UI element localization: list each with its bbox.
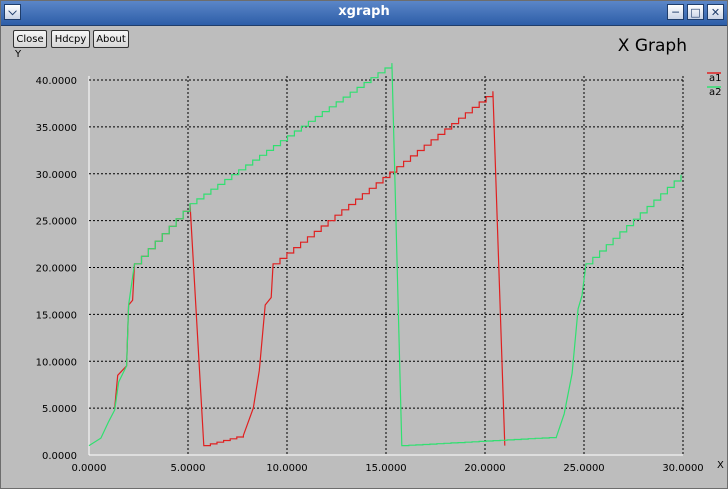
x-axis-label: X <box>717 460 724 471</box>
y-tick-label: 0.0000 <box>42 451 77 462</box>
x-tick-label: 25.0000 <box>563 463 604 474</box>
y-tick-label: 5.0000 <box>42 404 77 415</box>
y-tick-label: 15.0000 <box>36 310 77 321</box>
maximize-icon[interactable]: □ <box>687 4 704 20</box>
y-tick-label: 10.0000 <box>36 357 77 368</box>
legend-label-a2: a2 <box>709 87 722 98</box>
close-icon[interactable]: ✕ <box>707 4 724 20</box>
hardcopy-button[interactable]: Hdcpy <box>51 30 90 48</box>
y-axis-label: Y <box>15 49 22 60</box>
window-title: xgraph <box>338 4 390 19</box>
series-line-a1 <box>114 91 506 447</box>
x-tick-label: 10.0000 <box>266 463 307 474</box>
title-bar[interactable]: ⌵ xgraph ─ □ ✕ <box>1 1 727 26</box>
about-button[interactable]: About <box>93 30 129 48</box>
x-tick-label: 15.0000 <box>365 463 406 474</box>
y-tick-label: 25.0000 <box>36 217 77 228</box>
y-tick-label: 35.0000 <box>36 123 77 134</box>
legend-label-a1: a1 <box>709 73 722 84</box>
y-tick-label: 30.0000 <box>36 170 77 181</box>
y-tick-label: 40.0000 <box>36 76 77 87</box>
chevron-down-icon[interactable]: ⌵ <box>4 4 21 20</box>
x-tick-label: 20.0000 <box>464 463 505 474</box>
x-tick-label: 5.0000 <box>171 463 206 474</box>
close-button[interactable]: Close <box>13 30 47 48</box>
series-line-a2 <box>88 63 682 447</box>
graph-title: X Graph <box>617 36 687 56</box>
x-tick-label: 30.0000 <box>662 463 703 474</box>
x-tick-label: 0.0000 <box>72 463 107 474</box>
y-tick-label: 20.0000 <box>36 264 77 275</box>
minimize-icon[interactable]: ─ <box>667 4 684 20</box>
